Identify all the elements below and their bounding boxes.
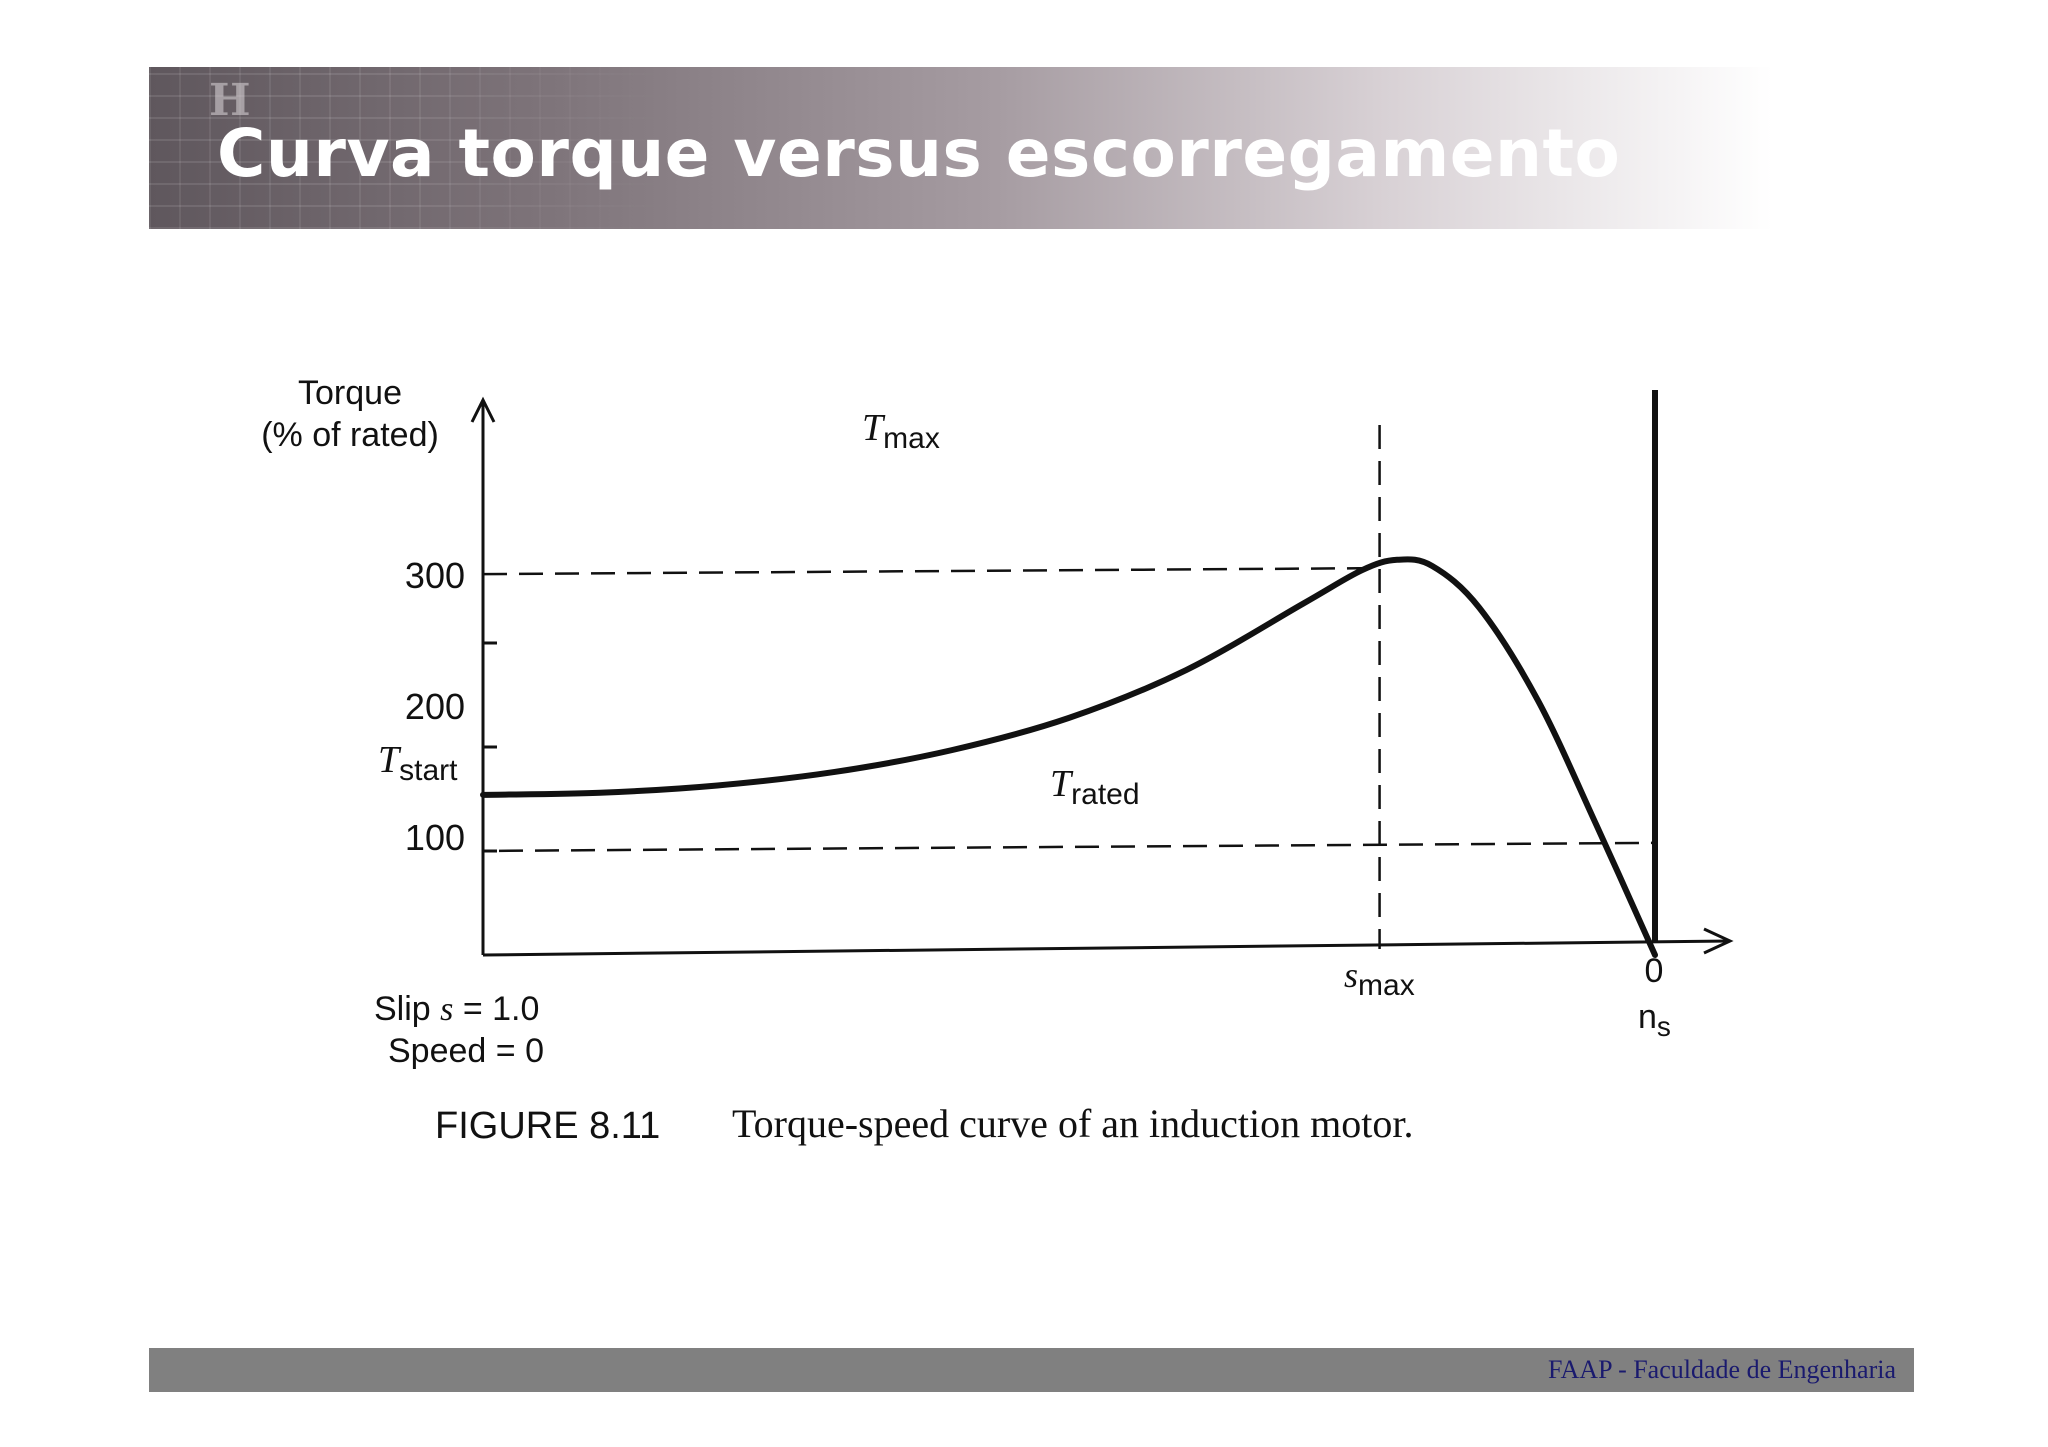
ns-label: ns (1638, 998, 1671, 1042)
curve-point-7 (1300, 600, 1306, 606)
reference-lines (482, 425, 1656, 949)
t-rated-sub: rated (1071, 778, 1139, 811)
curve-point-6 (1183, 667, 1189, 673)
ns-sub: s (1657, 1011, 1671, 1042)
y-tick-label-100: 100 (405, 817, 465, 858)
t-max-dashed-line (482, 566, 1380, 576)
y-axis-arrow (470, 396, 496, 423)
curve-point-4 (949, 747, 955, 753)
curve-point-9 (1394, 557, 1400, 563)
curve-point-8 (1359, 567, 1365, 573)
t-start-sub: start (399, 754, 458, 787)
y-tick-label-200: 200 (405, 686, 465, 727)
y-axis-label-line1: Torque (298, 374, 402, 412)
t-max-label: Tmax (862, 407, 940, 455)
curve-point-2 (714, 782, 720, 788)
s-max-main: s (1344, 955, 1358, 995)
curve-point-12 (1535, 697, 1541, 703)
t-start-label: Tstart (378, 739, 458, 787)
figure-caption-label: FIGURE 8.11 (435, 1105, 660, 1147)
t-rated-label: Trated (1050, 763, 1140, 811)
slide-title: Curva torque versus escorregamento (217, 115, 1621, 192)
curve-layer (480, 556, 1658, 958)
t-rated-dashed-line (498, 841, 1656, 853)
t-rated-main: T (1050, 763, 1074, 805)
speed-label: Speed = 0 (388, 1032, 544, 1070)
t-max-sub: max (883, 422, 940, 455)
slip-prefix: Slip (374, 990, 440, 1028)
curve-point-0 (480, 792, 486, 798)
slip-var: s (440, 991, 453, 1028)
x-axis-arrow (1703, 927, 1734, 955)
t-start-main: T (378, 739, 402, 781)
curve-point-1 (597, 790, 603, 796)
figure-caption-text: Torque-speed curve of an induction motor… (732, 1101, 1413, 1146)
footer-bar: FAAP - Faculdade de Engenharia (149, 1348, 1914, 1392)
s-max-label: smax (1344, 955, 1415, 1002)
x-axis-line (482, 939, 1731, 957)
curve-point-5 (1066, 715, 1072, 721)
t-max-main: T (862, 407, 886, 449)
header-band: H Curva torque versus escorregamento (149, 67, 1914, 229)
curve-point-3 (832, 769, 838, 775)
slip-label: Slip s = 1.0 (374, 990, 539, 1028)
curve-point-11 (1476, 605, 1482, 611)
header-logo-mark: H (209, 75, 251, 126)
axes (470, 390, 1734, 957)
y-axis-label-line2: (% of rated) (261, 416, 439, 454)
footer-text: FAAP - Faculdade de Engenharia (1547, 1355, 1896, 1384)
curve-point-13 (1593, 822, 1599, 828)
s-max-sub: max (1358, 969, 1415, 1002)
ns-main: n (1638, 998, 1657, 1036)
x-zero-label: 0 (1645, 952, 1664, 990)
y-tick-label-300: 300 (405, 555, 465, 596)
header-texture (149, 67, 669, 229)
curve-point-10 (1429, 563, 1435, 569)
slip-value: = 1.0 (453, 990, 539, 1028)
torque-curve (480, 556, 1658, 958)
